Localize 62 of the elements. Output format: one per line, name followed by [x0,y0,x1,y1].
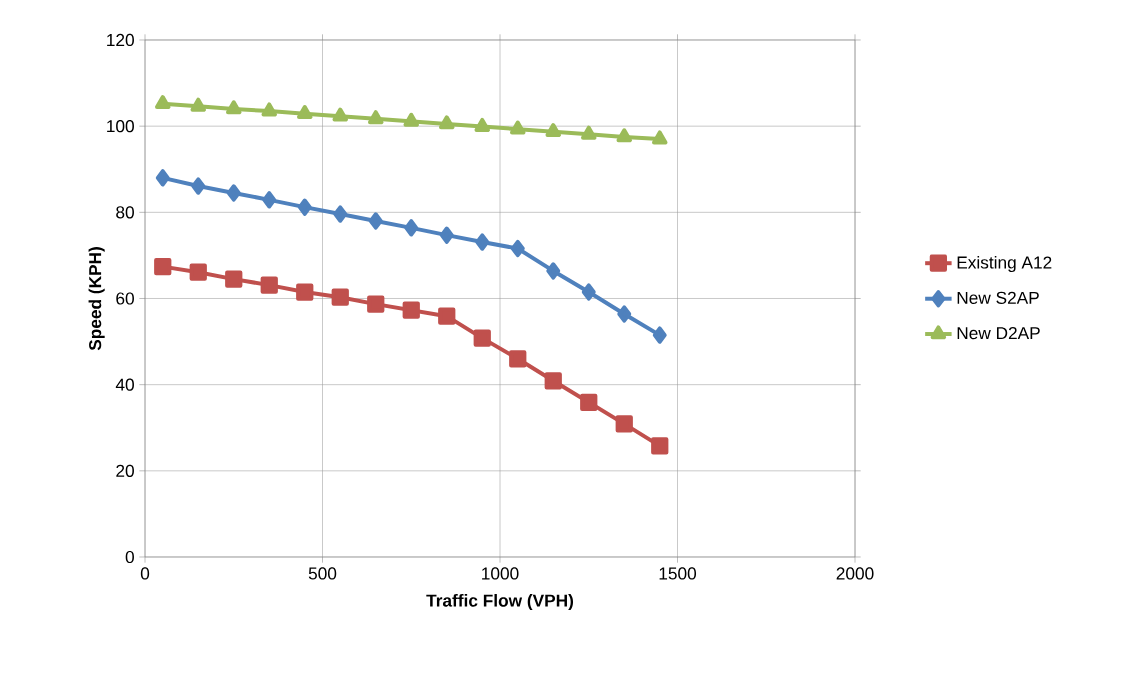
point [545,123,562,138]
point [155,169,170,187]
point [332,107,349,122]
point [652,130,668,145]
x-tick-label: 500 [308,567,337,580]
point [581,283,596,301]
point [296,283,314,301]
point [439,115,455,130]
point [260,276,278,294]
point [226,100,242,115]
point [404,219,419,237]
point [580,393,598,411]
y-tick-label: 80 [116,206,134,219]
point [475,233,490,251]
point [331,288,349,306]
point [473,329,491,347]
point [262,191,277,209]
point [544,372,562,390]
point [226,184,241,202]
point [438,307,456,325]
y-tick-label: 100 [107,120,134,133]
x-tick-label: 1000 [482,567,519,580]
point [616,128,633,143]
point [155,95,171,110]
point [368,212,383,230]
point [510,120,526,135]
legend-label: Existing A12 [957,255,1052,273]
point [581,125,597,140]
point [189,263,207,281]
point [297,105,313,119]
point [652,326,667,344]
point [510,239,525,258]
point [190,97,207,112]
legend-label: New D2AP [957,327,1040,340]
point [651,437,669,455]
point [615,415,633,433]
point [368,110,384,125]
point [403,112,420,127]
x-tick-label: 0 [140,567,150,580]
point [191,177,206,195]
point [261,102,278,117]
y-axis-title: Speed (KPH) [88,247,105,351]
point [546,262,561,280]
point [402,301,420,319]
y-tick-label: 0 [125,550,134,564]
y-tick-label: 40 [115,378,134,391]
point [225,270,243,288]
y-tick-label: 60 [116,292,134,305]
y-tick-label: 120 [107,33,134,47]
point [617,305,632,323]
y-tick-label: 20 [116,464,134,477]
legend-label: New S2AP [957,291,1039,304]
point [333,205,348,223]
x-axis-title: Traffic Flow (VPH) [426,594,574,611]
point [297,198,312,216]
point [154,257,172,276]
point [474,117,491,132]
point [439,226,454,244]
point [509,350,527,368]
x-tick-label: 1500 [659,567,697,580]
x-tick-label: 2000 [836,567,874,580]
point [367,295,385,313]
